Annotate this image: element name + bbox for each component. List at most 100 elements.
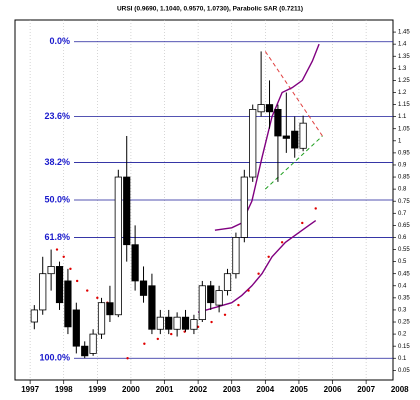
y-tick-label: 0.4: [398, 283, 407, 289]
y-tick-label: 0.3: [398, 308, 407, 314]
candle-body: [148, 285, 156, 330]
sar-dot: [156, 337, 159, 341]
y-tick-label: 0.55: [398, 247, 410, 253]
y-tick-label: 0.85: [398, 175, 410, 181]
x-tick-label: 2001: [156, 385, 174, 394]
sar-dot: [280, 241, 284, 244]
y-tick-label: 0.6: [398, 235, 407, 241]
candle-body: [274, 108, 282, 137]
y-tick-label: 1.1: [398, 114, 407, 120]
candle-body: [72, 309, 80, 347]
fib-label: 38.2%: [44, 157, 70, 167]
sar-dot: [69, 267, 72, 271]
candle-body: [207, 285, 215, 304]
x-tick-label: 2008: [391, 385, 409, 394]
fib-label: 23.6%: [44, 111, 70, 121]
y-tick-label: 0.2: [398, 332, 407, 338]
candle-body: [299, 122, 307, 149]
y-tick-label: 0.35: [398, 295, 410, 301]
sar-dot: [223, 313, 227, 316]
sar-dot: [314, 207, 317, 210]
y-tick-label: 1.15: [398, 102, 410, 108]
y-tick-label: 0.7: [398, 211, 407, 217]
candle-body: [265, 104, 274, 113]
y-tick-label: 0.15: [398, 344, 410, 350]
sar-dot: [86, 289, 89, 292]
x-tick-label: 2003: [223, 385, 241, 394]
sar-dot: [247, 289, 250, 292]
candle-body: [165, 316, 173, 330]
y-tick-label: 1.25: [398, 78, 410, 84]
x-tick-label: 2006: [324, 385, 342, 394]
y-tick-label: 0.65: [398, 223, 410, 229]
candle-body: [215, 290, 223, 306]
y-tick-label: 0.45: [398, 271, 410, 277]
sar-dot: [170, 332, 173, 336]
sar-dot: [75, 279, 79, 283]
sar-dot: [301, 221, 304, 225]
y-tick-label: 0.1: [398, 356, 407, 362]
candle-body: [223, 273, 232, 292]
candle-body: [232, 237, 240, 275]
candle-body: [282, 135, 290, 139]
y-tick-label: 0.5: [398, 259, 407, 265]
fib-label: 61.8%: [44, 232, 70, 242]
y-tick-label: 1.4: [398, 42, 407, 48]
fib-label: 0.0%: [49, 36, 70, 46]
y-tick-label: 0.95: [398, 150, 410, 156]
candle-body: [106, 302, 114, 316]
x-tick-label: 1999: [88, 385, 106, 394]
candle-body: [55, 266, 64, 304]
candle-body: [114, 176, 122, 316]
moving-average-line: [214, 43, 320, 231]
candle-body: [291, 130, 299, 149]
chart-title: URSI (0.9690, 1.1040, 0.9570, 1.0730), P…: [117, 6, 303, 13]
trendline: [264, 51, 323, 137]
candle-body: [198, 285, 206, 320]
candle-body: [257, 104, 265, 113]
candle-body: [240, 176, 248, 238]
y-tick-label: 1.2: [398, 90, 407, 96]
candle-body: [181, 316, 190, 330]
fib-label: 100.0%: [39, 353, 70, 363]
sar-dot: [55, 248, 59, 251]
x-tick-label: 2004: [256, 385, 274, 394]
x-tick-label: 2007: [357, 385, 375, 394]
y-tick-label: 1.35: [398, 54, 410, 60]
fib-label: 50.0%: [44, 194, 70, 204]
y-tick-label: 1.45: [398, 30, 410, 36]
sar-dot: [143, 342, 146, 345]
candle-body: [39, 273, 47, 311]
candle-body: [249, 108, 257, 178]
candle-body: [131, 244, 139, 282]
candle-body: [30, 309, 38, 323]
candle-body: [97, 302, 106, 335]
candle-body: [64, 280, 72, 328]
x-tick-label: 1998: [55, 385, 73, 394]
y-tick-label: 0.05: [398, 368, 410, 374]
sar-dot: [126, 357, 129, 360]
sar-dot: [267, 255, 270, 258]
sar-dot: [62, 255, 65, 258]
trendline: [264, 135, 323, 190]
candle-body: [123, 176, 131, 246]
candle-body: [156, 316, 164, 330]
y-tick-label: 0.25: [398, 320, 410, 326]
candle-body: [89, 333, 97, 354]
candle-body: [81, 345, 89, 357]
moving-average-line: [197, 219, 317, 314]
y-tick-label: 1.05: [398, 126, 410, 132]
y-tick-label: 0.9: [398, 163, 407, 169]
x-tick-label: 2002: [189, 385, 207, 394]
y-tick-label: 1.3: [398, 66, 407, 72]
candle-body: [139, 280, 148, 296]
sar-dot: [257, 272, 260, 275]
sar-dot: [237, 303, 240, 307]
candle-body: [190, 319, 198, 330]
y-tick-label: 1: [398, 138, 402, 144]
x-tick-label: 1997: [21, 385, 39, 394]
candle-body: [173, 316, 181, 330]
sar-dot: [96, 296, 99, 300]
y-tick-label: 0.8: [398, 187, 407, 193]
